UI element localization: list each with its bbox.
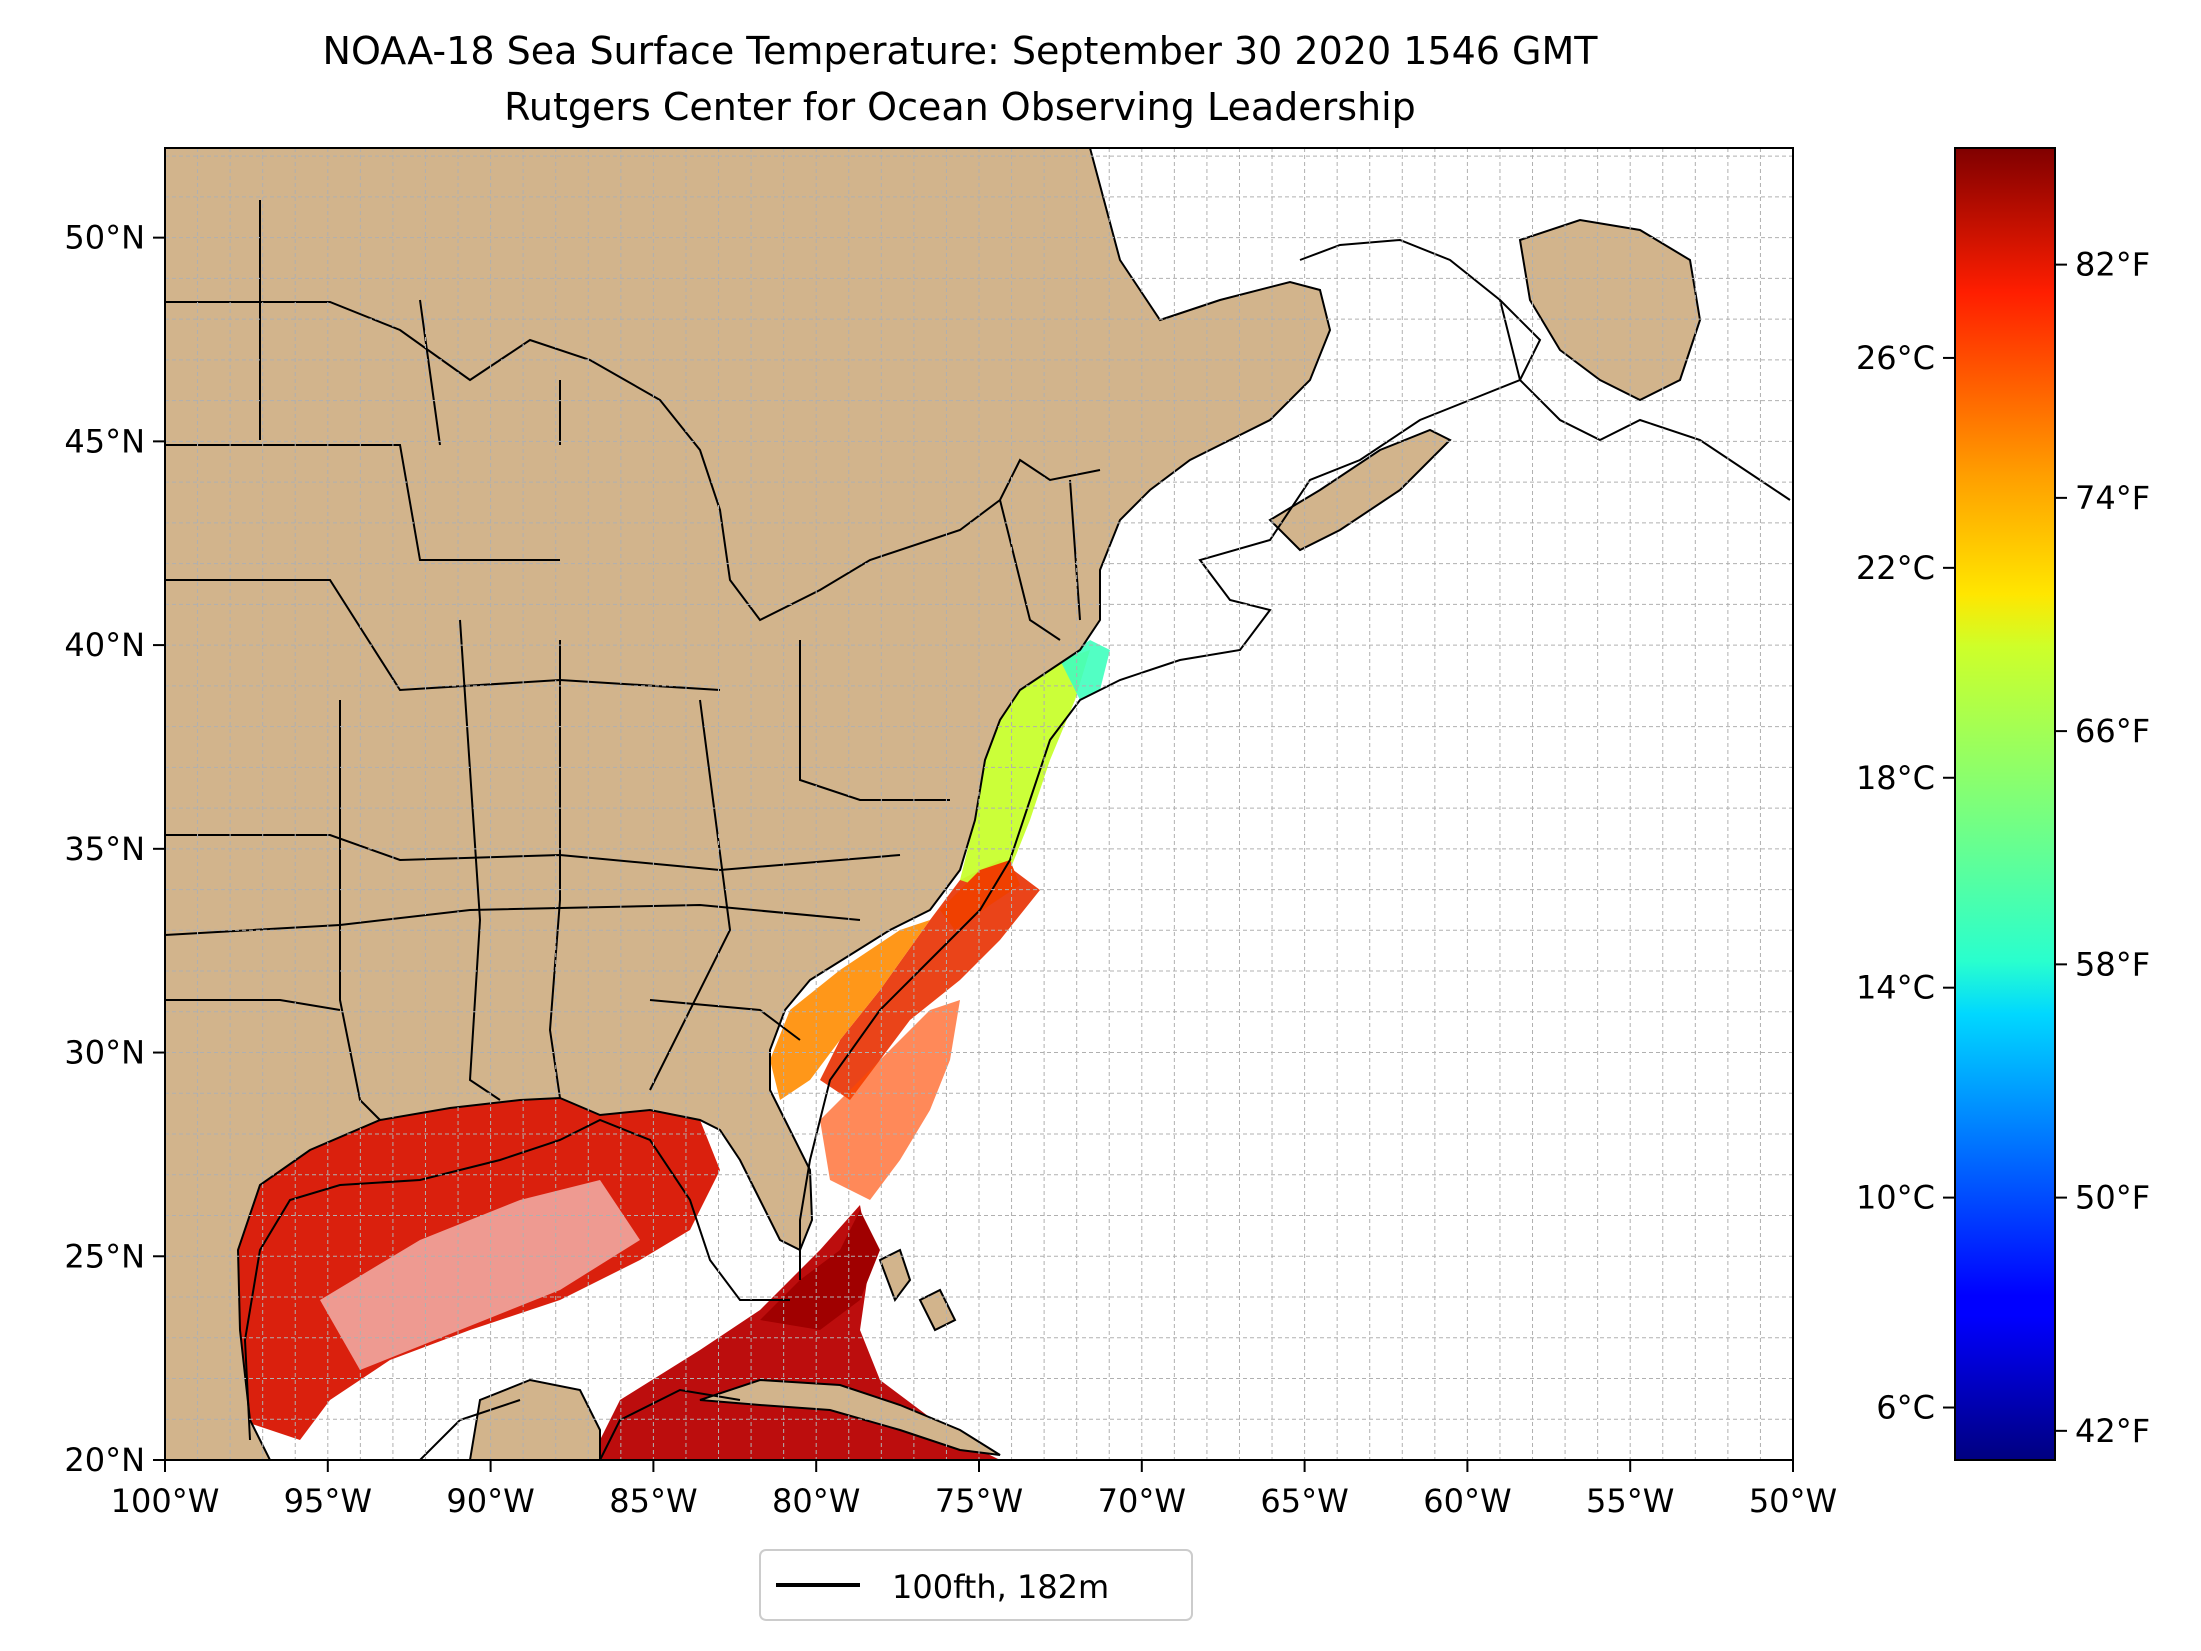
lon-tick-label: 100°W (111, 1482, 220, 1520)
sst-caribbean (590, 1205, 1000, 1460)
fahrenheit-tick-label: 50°F (2075, 1179, 2150, 1217)
fahrenheit-tick-label: 58°F (2075, 945, 2150, 983)
sst-gulf-stream (820, 860, 1040, 1100)
legend: 100fth, 182m (759, 1549, 1193, 1621)
bahamas (878, 1248, 957, 1332)
north-america-land (165, 148, 1332, 1460)
lon-tick-label: 75°W (935, 1482, 1023, 1520)
isobath-caribbean (419, 1388, 741, 1460)
state-border-4 (165, 903, 861, 936)
isobath-gulf (243, 1118, 790, 1441)
state-border-13 (999, 479, 1081, 641)
fahrenheit-tick-label: 66°F (2075, 712, 2150, 750)
state-border-5 (339, 700, 381, 1121)
lat-tick-label: 40°N (64, 626, 145, 664)
lon-tick-label: 85°W (609, 1482, 697, 1520)
longitude-axis: 100°W 95°W 90°W 85°W 80°W 75°W 70°W 65°W 60°W 55°… (111, 1460, 1837, 1520)
celsius-tick-label: 22°C (1856, 549, 1935, 587)
legend-label: 100fth, 182m (892, 1568, 1109, 1606)
nova-scotia (1268, 428, 1452, 552)
colorbar-gradient (1954, 147, 2056, 1461)
state-border-8 (649, 699, 732, 1091)
fahrenheit-tick-label: 74°F (2075, 479, 2150, 517)
isobath-100fth (243, 238, 1791, 1460)
celsius-tick-label: 10°C (1856, 1179, 1935, 1217)
us-canada-border (165, 301, 1101, 622)
state-border-9 (799, 640, 950, 801)
lon-tick-label: 70°W (1098, 1482, 1186, 1520)
cuba (699, 1378, 1001, 1456)
sst-atlantic-patches (820, 1000, 960, 1200)
sst-mid-atlantic-bight (960, 650, 1090, 890)
yucatan (468, 1378, 601, 1460)
state-border-12 (259, 200, 561, 446)
colorbar: 6°C 10°C 14°C 18°C 22°C 26°C 42°F 50°F 58°F 66°F… (1856, 147, 2150, 1461)
lat-tick-label: 50°N (64, 219, 145, 257)
lon-tick-label: 55°W (1586, 1482, 1674, 1520)
state-border-10 (649, 999, 801, 1041)
sst-field (238, 315, 1110, 1460)
newfoundland (1518, 218, 1702, 402)
fahrenheit-tick-label: 42°F (2075, 1412, 2150, 1450)
lat-tick-label: 30°N (64, 1034, 145, 1072)
latitude-axis: 20°N 25°N 30°N 35°N 40°N 45°N 50°N (64, 219, 165, 1479)
state-border-2 (165, 579, 721, 692)
lat-tick-label: 20°N (64, 1441, 145, 1479)
lon-tick-label: 90°W (446, 1482, 534, 1520)
colorbar-fahrenheit-ticks: 42°F 50°F 58°F 66°F 74°F 82°F (2055, 246, 2150, 1450)
celsius-tick-label: 6°C (1876, 1389, 1935, 1427)
lat-tick-label: 45°N (64, 422, 145, 460)
lon-tick-label: 60°W (1423, 1482, 1511, 1520)
state-border-3 (165, 834, 901, 872)
political-borders (165, 200, 1101, 1121)
celsius-tick-label: 18°C (1856, 759, 1935, 797)
state-border-11 (165, 999, 341, 1011)
lon-tick-label: 50°W (1749, 1482, 1837, 1520)
title-line-2: Rutgers Center for Ocean Observing Leade… (504, 85, 1416, 129)
state-border-1 (165, 444, 560, 561)
state-border-7 (548, 640, 561, 1099)
land-masses (165, 148, 1702, 1460)
lon-tick-label: 80°W (772, 1482, 860, 1520)
legend-box (759, 1549, 1193, 1621)
isobath-grand-banks (1499, 299, 1791, 501)
celsius-tick-label: 26°C (1856, 339, 1935, 377)
lon-tick-label: 65°W (1260, 1482, 1348, 1520)
colorbar-celsius-ticks: 6°C 10°C 14°C 18°C 22°C 26°C (1856, 339, 1955, 1427)
lon-tick-label: 95°W (284, 1482, 372, 1520)
isobath-east-coast (799, 238, 1542, 1280)
sst-gulf-clouds (320, 1180, 640, 1370)
lat-tick-label: 35°N (64, 830, 145, 868)
sst-southeast-shelf (770, 920, 930, 1100)
fahrenheit-tick-label: 82°F (2075, 246, 2150, 284)
lat-tick-label: 25°N (64, 1237, 145, 1275)
lat-lon-grid (164, 148, 1794, 1461)
celsius-tick-label: 14°C (1856, 969, 1935, 1007)
state-border-6 (459, 619, 501, 1101)
title-line-1: NOAA-18 Sea Surface Temperature: Septemb… (323, 29, 1599, 73)
